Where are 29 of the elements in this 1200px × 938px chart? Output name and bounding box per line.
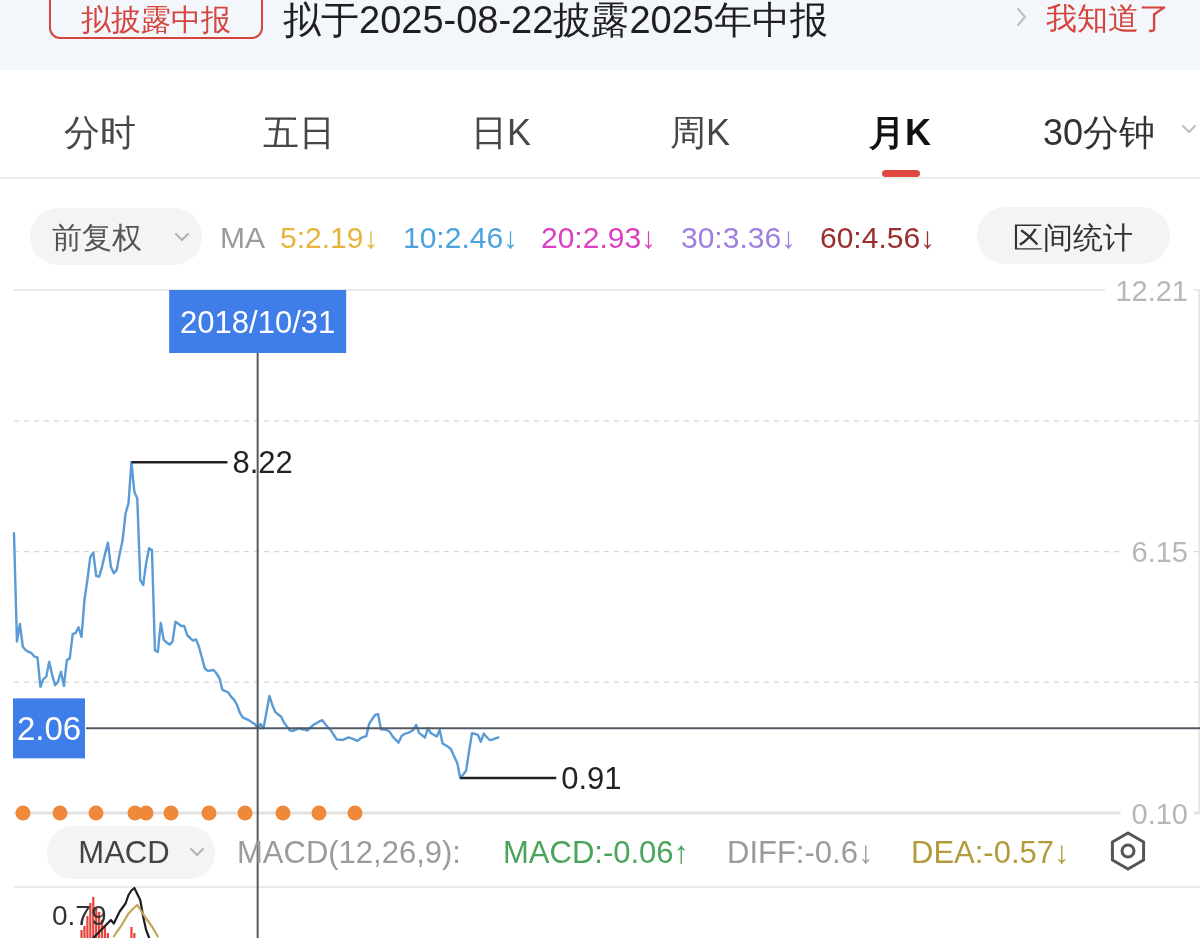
bar [130,927,133,938]
text: 五日 [263,112,335,153]
ref-line-label: 2.06 [16,710,82,748]
text: 拟于2025-08-22披露2025年中报 [283,0,828,41]
text: DIFF:-0.6↓ [727,835,874,870]
text: 区间统计 [1013,221,1133,254]
bar [80,930,83,938]
text: 60:4.56↓ [820,221,936,254]
annotation: 0.91 [561,761,622,797]
text: 周K [669,112,731,153]
text: 20:2.93↓ [541,221,657,254]
text: 我知道了 [1046,1,1170,36]
text: 拟披露中报 [81,3,231,36]
text: 30:3.36↓ [681,221,797,254]
y-tick-label: 12.21 [1115,274,1188,307]
y-tick-label: 6.15 [1131,536,1188,569]
text: MACD [78,835,170,870]
text: 日K [470,112,532,153]
text: 分时 [64,112,136,153]
text: 30分钟 [1042,112,1156,153]
text: 月K [868,112,931,153]
text: 前复权 [52,221,142,254]
text: 10:2.46↓ [403,221,519,254]
text: MACD:-0.06↑ [503,835,690,870]
text: MA [220,221,265,254]
text: 5:2.19↓ [280,221,379,254]
y-tick-label: 0.10 [1131,797,1188,830]
x-tick-label: 2018/10/31 [180,304,336,340]
text: DEA:-0.57↓ [911,835,1070,870]
